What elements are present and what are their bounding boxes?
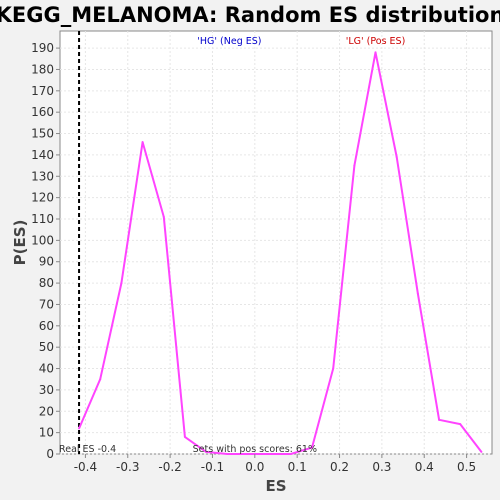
- y-axis-ticks: 0 10 20 30 40 50 60 70 80 90 100 110 120 130 140 150 160…: [31, 41, 60, 461]
- data-point: [99, 378, 102, 381]
- data-point: [141, 141, 144, 144]
- data-point: [120, 282, 123, 285]
- y-tick-label: 0: [46, 447, 54, 461]
- y-tick-label: 150: [31, 127, 54, 141]
- y-tick-label: 110: [31, 212, 54, 226]
- y-tick-label: 160: [31, 105, 54, 119]
- y-tick-label: 90: [39, 255, 54, 269]
- data-point: [374, 51, 377, 54]
- x-tick-label: -0.1: [201, 460, 224, 474]
- x-axis-label: ES: [265, 477, 286, 495]
- x-tick-label: 0.2: [330, 460, 349, 474]
- data-point: [205, 450, 208, 453]
- y-tick-label: 130: [31, 169, 54, 183]
- y-tick-label: 10: [39, 426, 54, 440]
- data-point: [311, 446, 313, 449]
- y-tick-label: 20: [39, 404, 54, 418]
- y-tick-label: 50: [39, 340, 54, 354]
- data-point: [289, 453, 292, 455]
- x-axis-ticks: -0.4 -0.3 -0.2 -0.1 0.0 0.1 0.2 0.3 0.4 0.5: [74, 454, 476, 474]
- y-axis-label: P(ES): [11, 220, 29, 266]
- reference-line-group: Real ES -0.4: [59, 31, 116, 455]
- x-tick-label: 0.4: [415, 460, 434, 474]
- x-tick-label: 0.1: [288, 460, 307, 474]
- data-point: [353, 164, 356, 167]
- es-distribution-line: [78, 51, 483, 455]
- x-tick-label: 0.3: [372, 460, 391, 474]
- y-tick-label: 70: [39, 297, 54, 311]
- data-point: [438, 418, 441, 421]
- data-point: [247, 453, 250, 455]
- x-tick-label: -0.3: [116, 460, 139, 474]
- y-tick-label: 60: [39, 319, 54, 333]
- grid: [60, 31, 492, 455]
- x-tick-label: -0.4: [74, 460, 97, 474]
- data-point: [480, 450, 483, 453]
- x-tick-label: 0.0: [245, 460, 264, 474]
- y-tick-label: 80: [39, 276, 54, 290]
- series-layer: [78, 51, 483, 455]
- chart-title: KEGG_MELANOMA: Random ES distribution: [0, 3, 500, 27]
- data-point: [395, 156, 398, 159]
- y-tick-label: 170: [31, 84, 54, 98]
- x-tick-label: 0.5: [457, 460, 476, 474]
- data-point: [416, 292, 419, 295]
- data-point: [162, 215, 165, 218]
- y-tick-label: 140: [31, 148, 54, 162]
- data-point: [78, 427, 81, 430]
- data-point: [226, 453, 229, 455]
- plot-area: [59, 30, 493, 455]
- y-tick-label: 30: [39, 383, 54, 397]
- data-point: [268, 453, 271, 455]
- y-tick-label: 100: [31, 233, 54, 247]
- y-tick-label: 190: [31, 41, 54, 55]
- real-es-label: Real ES -0.4: [59, 444, 116, 455]
- data-point: [459, 423, 462, 426]
- neg-es-label: 'HG' (Neg ES): [197, 36, 261, 47]
- y-tick-label: 40: [39, 362, 54, 376]
- y-tick-label: 180: [31, 62, 54, 76]
- y-tick-label: 120: [31, 191, 54, 205]
- pos-es-label: 'LG' (Pos ES): [346, 36, 406, 47]
- pos-scores-annotation: Sets with pos scores: 61%: [193, 444, 317, 455]
- data-point: [183, 435, 186, 438]
- x-tick-label: -0.2: [158, 460, 181, 474]
- data-point: [332, 367, 335, 370]
